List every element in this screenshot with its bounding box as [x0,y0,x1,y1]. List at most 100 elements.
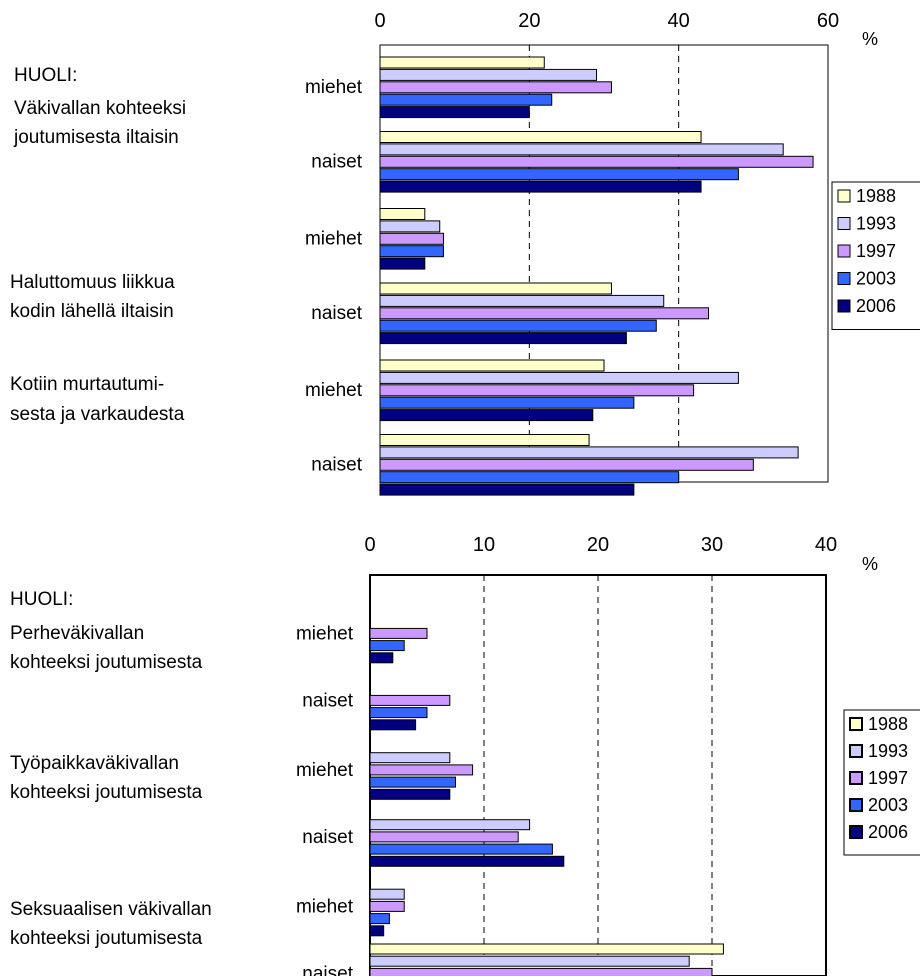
bar-naiset-2006 [379,332,627,345]
group-title-line: sesta ja varkaudesta [10,404,185,425]
x-tick-label: 20 [587,534,609,556]
bar-miehet-1997 [369,900,405,912]
bar-naiset-1997 [379,307,710,320]
bar-naiset-1988 [379,131,702,143]
bar-naiset-1997 [369,694,451,706]
row-label-naiset: naiset [302,827,353,848]
legend-swatch-2006 [849,825,863,839]
legend-swatch-2006 [837,299,851,313]
legend-swatch-1997 [837,244,851,258]
row-label-naiset: naiset [311,152,362,173]
bar-naiset-1993 [379,143,784,156]
row-label-naiset: naiset [302,691,353,712]
row-label-miehet: miehet [296,624,354,645]
bar-miehet-1988 [379,56,545,69]
bar-naiset-2006 [369,855,565,867]
group-title-line: kohteeksi joutumisesta [10,782,203,803]
x-axis-unit: % [862,29,878,49]
legend-swatch-1988 [849,717,863,731]
bar-naiset-1997 [369,967,713,976]
bar-naiset-1997 [369,831,519,843]
bar-miehet-2003 [369,640,405,652]
bar-miehet-1997 [369,627,428,639]
group-title-line: kodin lähellä iltaisin [10,301,174,322]
x-tick-label: 40 [668,10,690,32]
bar-miehet-2003 [379,245,444,258]
legend-label-1993: 1993 [856,214,896,234]
legend-label-1997: 1997 [856,241,896,261]
bar-naiset-2006 [369,719,417,731]
legend-frame [843,709,920,856]
x-tick-label: 20 [518,10,540,32]
legend-swatch-1988 [837,189,851,203]
bar-miehet-1993 [369,888,405,900]
row-label-naiset: naiset [311,455,362,476]
bar-miehet-1993 [379,371,739,384]
bar-naiset-2006 [379,180,702,193]
bar-naiset-1988 [379,434,590,446]
group-title-line: kohteeksi joutumisesta [10,652,203,673]
bar-miehet-1993 [379,220,441,233]
row-label-naiset: naiset [311,303,362,324]
bar-miehet-1997 [379,384,695,397]
bar-miehet-2006 [379,409,594,422]
x-tick-label: 0 [374,10,385,32]
group-title-line: Työpaikkaväkivallan [10,753,179,774]
legend-label-2003: 2003 [868,795,908,815]
bar-miehet-2003 [369,776,456,788]
legend-label-2006: 2006 [856,296,896,316]
group-title-line: joutumisesta iltaisin [13,127,179,148]
bar-miehet-1993 [369,752,451,764]
row-label-miehet: miehet [296,760,354,781]
row-label-naiset: naiset [302,964,353,976]
x-tick-label: 0 [364,534,375,556]
legend-swatch-2003 [837,272,851,285]
bar-miehet-1988 [379,359,605,372]
legend-label-1997: 1997 [868,768,908,788]
bar-miehet-2003 [369,913,390,925]
group-title-line: kohteeksi joutumisesta [10,928,203,949]
bar-naiset-2003 [379,471,680,484]
bar-naiset-1988 [369,943,724,955]
legend-swatch-2003 [849,798,863,812]
legend-label-1993: 1993 [868,741,908,761]
bar-miehet-1997 [369,764,474,776]
bar-miehet-2006 [369,788,451,800]
legend-swatch-1993 [837,217,851,230]
bar-naiset-2003 [369,707,428,719]
bar-naiset-2003 [379,319,657,332]
bar-naiset-1988 [379,282,612,295]
bar-miehet-1988 [379,208,426,220]
bar-miehet-1997 [379,232,444,245]
bar-naiset-2003 [369,843,553,855]
row-label-miehet: miehet [305,380,363,401]
group-title-line: Kotiin murtautumi- [10,374,164,395]
legend-label-1988: 1988 [856,186,896,206]
x-tick-label: 10 [473,534,495,556]
bar-naiset-2003 [379,168,739,181]
bar-naiset-1993 [379,294,665,307]
bar-miehet-1993 [379,68,598,81]
bar-miehet-2006 [369,652,394,664]
bar-miehet-2003 [379,93,553,106]
x-tick-label: 60 [817,10,839,32]
legend-swatch-1993 [849,744,863,758]
bar-miehet-1997 [379,81,612,94]
legend-swatch-1997 [849,771,863,785]
row-label-miehet: miehet [296,897,354,918]
group-title-line: Seksuaalisen väkivallan [10,899,212,920]
chart-fear-domestic-work-sexual: 0 10 20 30 40% miehet naiset HUOLI: Perheväkival… [10,534,920,976]
row-label-miehet: miehet [305,229,363,250]
bar-naiset-1993 [369,819,531,831]
x-tick-label: 30 [701,534,723,556]
row-label-miehet: miehet [305,77,363,98]
group-title-line: Väkivallan kohteeksi [14,98,186,119]
x-tick-label: 40 [815,534,837,556]
bar-miehet-2006 [379,257,426,270]
legend-label-2003: 2003 [856,269,896,289]
bar-miehet-2006 [369,925,385,937]
group-title-line: HUOLI: [14,65,77,86]
bar-naiset-1997 [379,458,754,471]
bar-naiset-2006 [379,483,635,496]
chart-fear-violence-home: 0 20 40 60% miehet naiset HUOLI: Väkivallan koh… [10,10,920,496]
